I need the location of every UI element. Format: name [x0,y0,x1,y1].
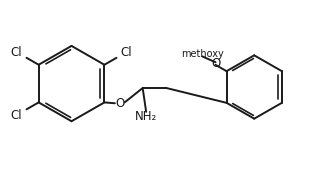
Text: O: O [115,97,125,110]
Text: methoxy: methoxy [181,49,224,59]
Text: Cl: Cl [11,109,22,121]
Text: Cl: Cl [121,46,132,59]
Text: NH₂: NH₂ [135,110,157,124]
Text: Cl: Cl [11,46,22,59]
Text: O: O [212,57,221,70]
